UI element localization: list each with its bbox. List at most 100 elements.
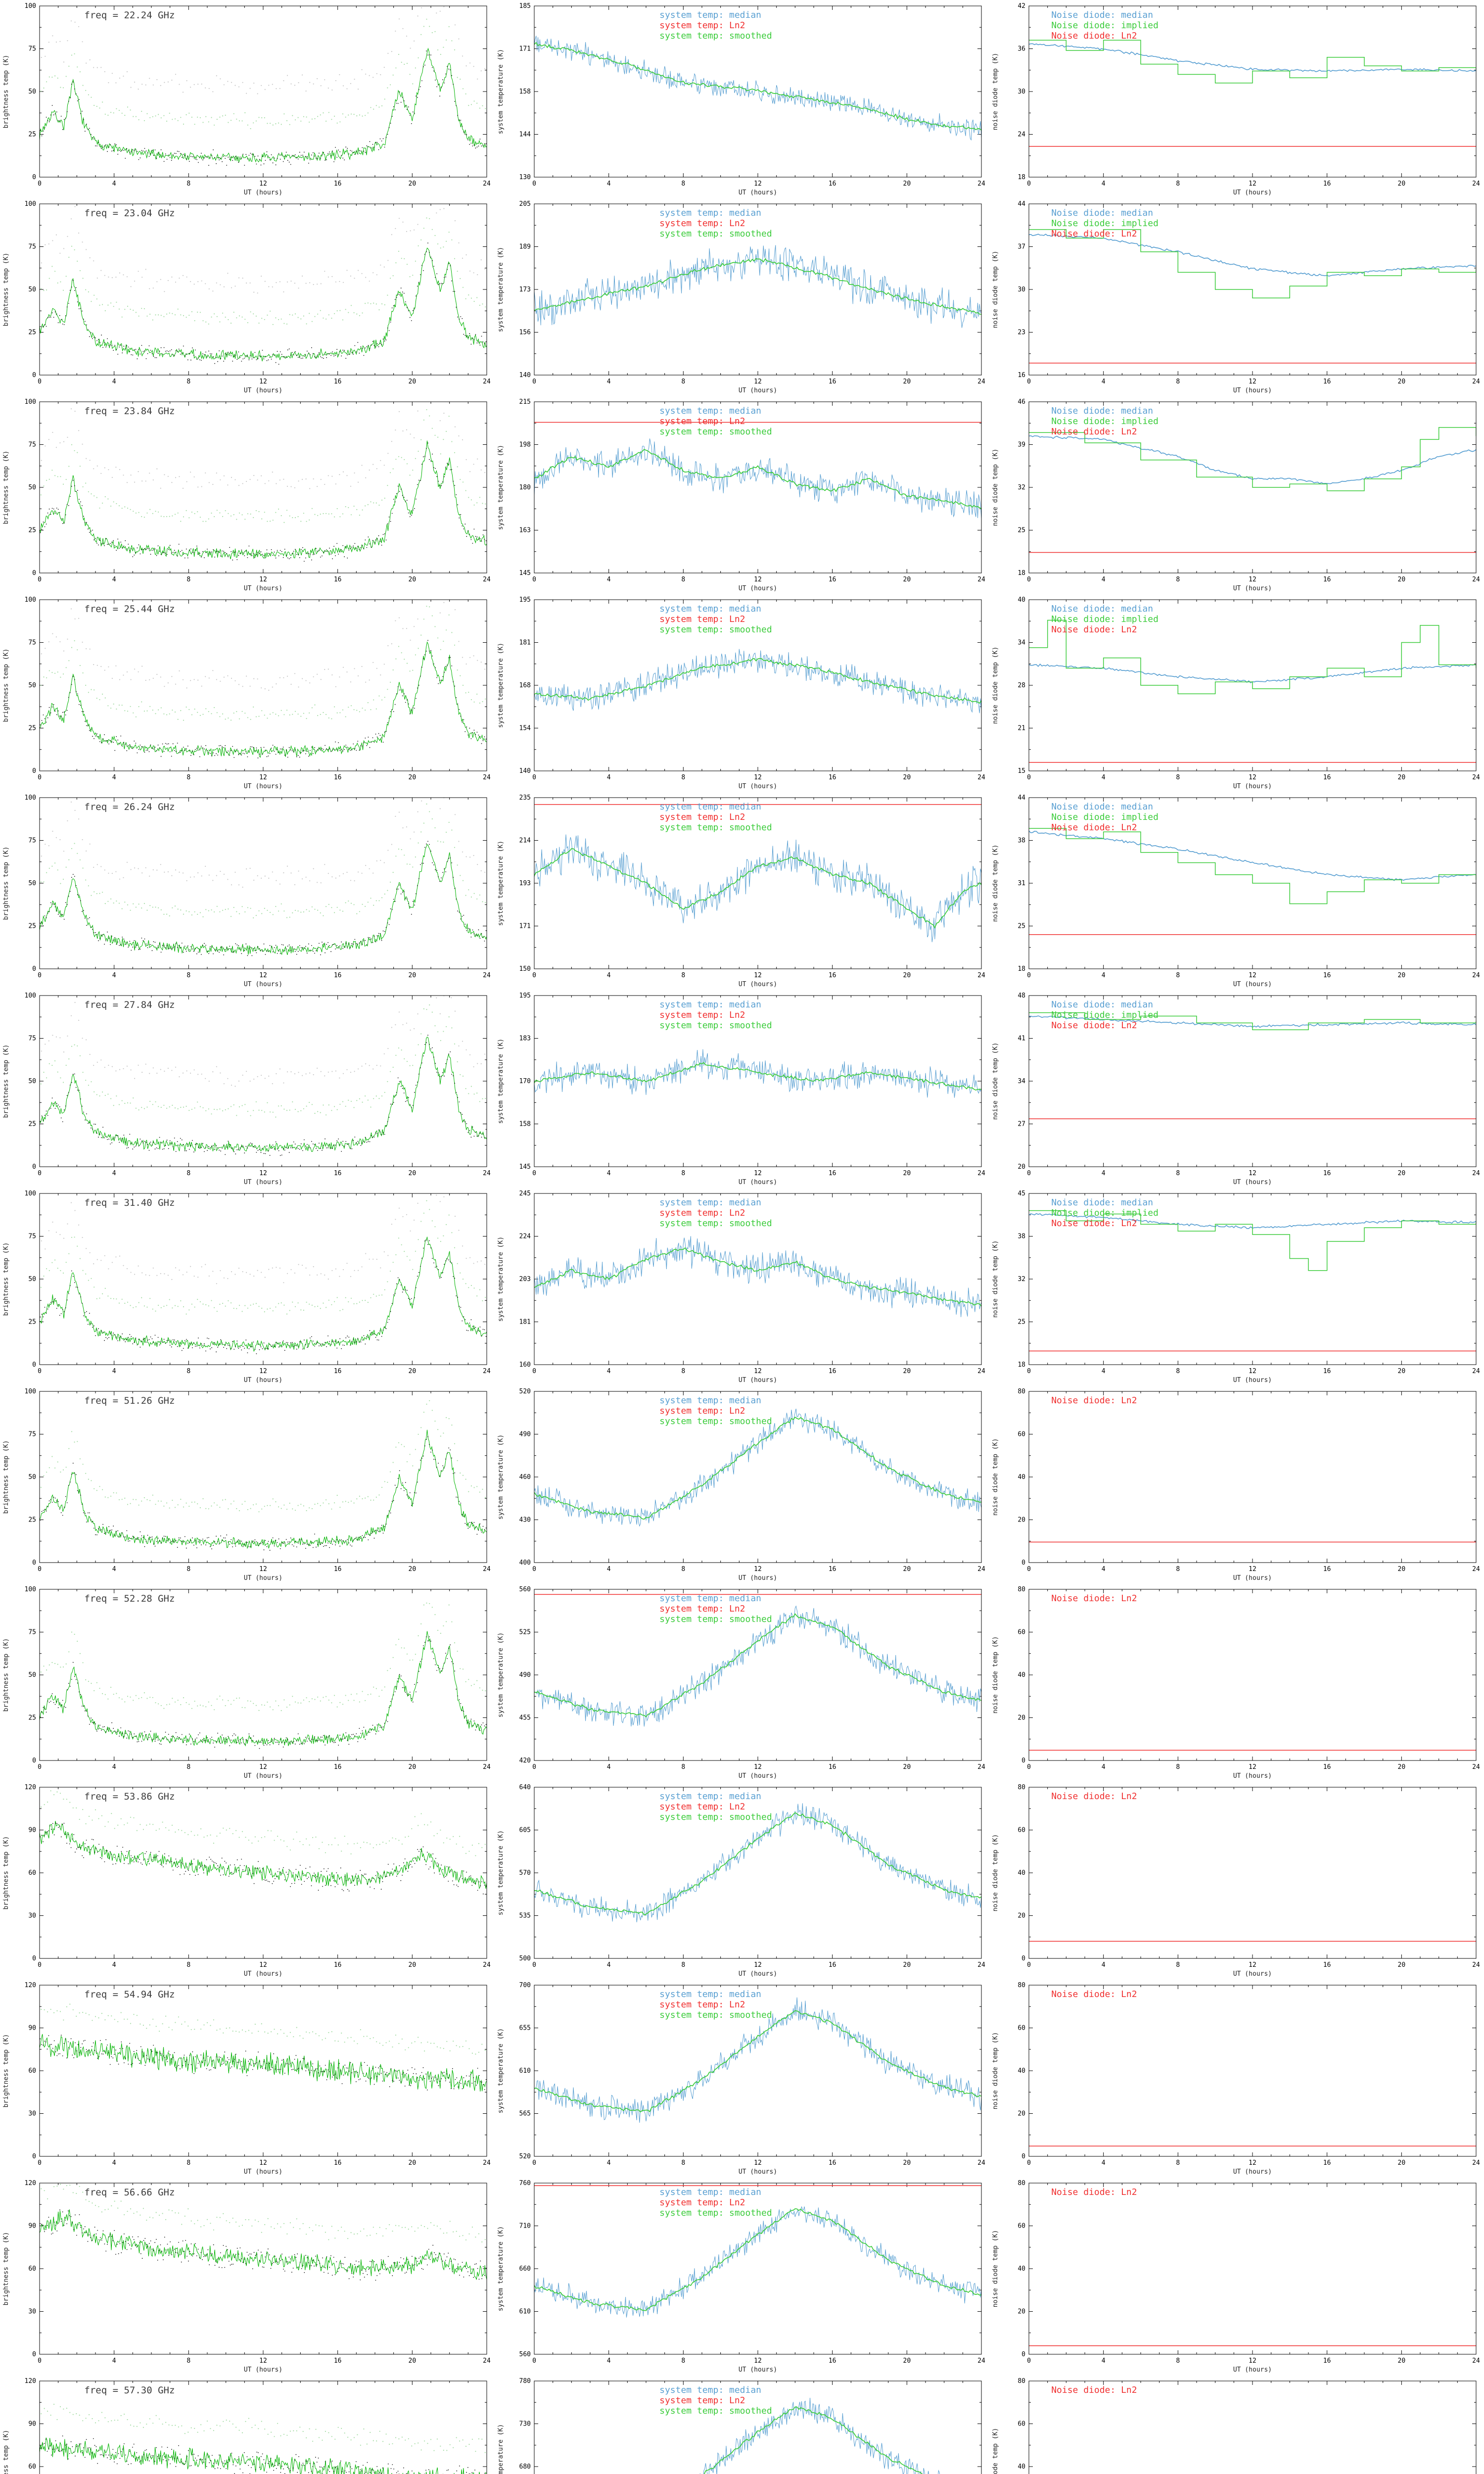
svg-text:50: 50 bbox=[28, 286, 36, 293]
svg-text:0: 0 bbox=[532, 774, 536, 781]
series-zenith bbox=[40, 2437, 486, 2474]
series-samples bbox=[40, 841, 487, 956]
legend-entry: Noise diode: median bbox=[1051, 406, 1153, 416]
legend: Noise diode: Ln2 bbox=[1051, 2385, 1137, 2395]
svg-text:0: 0 bbox=[32, 174, 36, 181]
plot-cell-col2-row6: 0 4 8 12 16 20 24 145 158 170 183 195 system temp: m… bbox=[495, 990, 989, 1188]
x-tick-labels: 0 4 8 12 16 20 24 bbox=[38, 180, 491, 188]
svg-text:12: 12 bbox=[1249, 576, 1256, 583]
legend-entry: Noise diode: Ln2 bbox=[1051, 2187, 1137, 2197]
svg-text:8: 8 bbox=[1176, 774, 1180, 781]
legend-entry: Noise diode: Ln2 bbox=[1051, 427, 1137, 437]
plot-frame bbox=[39, 797, 487, 969]
x-axis-ticks bbox=[39, 798, 487, 969]
plot-frame bbox=[1028, 995, 1477, 1167]
y-axis-label: brightness temp (K) bbox=[2, 55, 10, 129]
series-group bbox=[40, 2003, 487, 2092]
svg-text:44: 44 bbox=[1018, 200, 1025, 208]
series-median bbox=[534, 1997, 981, 2123]
svg-text:16: 16 bbox=[334, 378, 342, 385]
x-axis-ticks bbox=[39, 402, 487, 573]
series-smoothed bbox=[534, 2010, 981, 2113]
legend-entry: system temp: median bbox=[659, 1395, 761, 1406]
legend-entry: Noise diode: Ln2 bbox=[1051, 624, 1137, 635]
svg-text:4: 4 bbox=[112, 1170, 116, 1177]
series-samples bbox=[40, 640, 487, 759]
y-axis-label: system temperature (K) bbox=[497, 1237, 505, 1322]
legend-entry: system temp: median bbox=[659, 1989, 761, 1999]
svg-text:28: 28 bbox=[1018, 682, 1025, 689]
series-ghost-upper bbox=[40, 18, 486, 130]
svg-text:16: 16 bbox=[829, 378, 836, 385]
legend-entry: system temp: Ln2 bbox=[659, 812, 745, 822]
x-axis-label: UT (hours) bbox=[739, 1970, 777, 1978]
x-axis-label: UT (hours) bbox=[1233, 1179, 1272, 1186]
svg-text:181: 181 bbox=[519, 639, 531, 647]
svg-text:20: 20 bbox=[1398, 774, 1406, 781]
plot-cell-col1-row6: 0 4 8 12 16 20 24 0 25 50 75 100 freq = 27.84 GHz bri… bbox=[0, 990, 495, 1188]
x-axis-ticks bbox=[39, 1589, 487, 1760]
svg-text:168: 168 bbox=[519, 682, 531, 689]
svg-text:24: 24 bbox=[977, 576, 985, 583]
y-axis-label: brightness temp (K) bbox=[2, 1440, 10, 1514]
svg-text:75: 75 bbox=[28, 837, 36, 845]
svg-text:4: 4 bbox=[607, 774, 611, 781]
svg-text:8: 8 bbox=[186, 180, 190, 188]
y-axis-label: brightness temp (K) bbox=[2, 253, 10, 327]
svg-text:4: 4 bbox=[607, 972, 611, 979]
y-axis-label: system temperature (K) bbox=[497, 2424, 505, 2474]
legend-entry: system temp: smoothed bbox=[659, 31, 772, 41]
plot-cell-col1-row5: 0 4 8 12 16 20 24 0 25 50 75 100 freq = 26.24 GHz bri… bbox=[0, 792, 495, 990]
y-axis-label: brightness temp (K) bbox=[2, 1836, 10, 1910]
x-axis-label: UT (hours) bbox=[739, 783, 777, 790]
series-ghost-upper bbox=[40, 1200, 486, 1315]
plot-cell-col1-row8: 0 4 8 12 16 20 24 0 25 50 75 100 freq = 51.26 GHz bri… bbox=[0, 1385, 495, 1583]
series-group bbox=[40, 206, 487, 365]
svg-text:12: 12 bbox=[259, 1170, 267, 1177]
freq-label: freq = 56.66 GHz bbox=[84, 2187, 175, 2198]
x-axis-label: UT (hours) bbox=[1233, 585, 1272, 592]
svg-text:8: 8 bbox=[681, 576, 685, 583]
plot-frame bbox=[1028, 1391, 1477, 1563]
svg-text:0: 0 bbox=[32, 1163, 36, 1171]
legend-entry: system temp: Ln2 bbox=[659, 218, 745, 229]
svg-text:171: 171 bbox=[519, 923, 531, 930]
svg-text:205: 205 bbox=[519, 200, 531, 208]
svg-text:25: 25 bbox=[28, 527, 36, 534]
svg-text:30: 30 bbox=[1018, 286, 1025, 293]
svg-text:214: 214 bbox=[519, 837, 531, 845]
series-smoothed bbox=[534, 42, 981, 131]
legend-entry: system temp: median bbox=[659, 802, 761, 812]
legend-entry: system temp: median bbox=[659, 10, 761, 20]
series-median bbox=[534, 36, 981, 141]
plot-frame bbox=[534, 1391, 982, 1563]
y-axis-label: brightness temp (K) bbox=[2, 1242, 10, 1316]
plot-frame bbox=[39, 1391, 487, 1563]
svg-text:0: 0 bbox=[32, 570, 36, 577]
svg-text:32: 32 bbox=[1018, 484, 1025, 491]
series-median bbox=[534, 834, 981, 943]
plot-frame bbox=[39, 1589, 487, 1761]
series-ghost-upper-2 bbox=[41, 408, 486, 489]
series-samples bbox=[40, 242, 487, 365]
freq-label: freq = 53.86 GHz bbox=[84, 1791, 175, 1802]
series-group bbox=[40, 6, 487, 166]
svg-text:24: 24 bbox=[1018, 131, 1025, 139]
svg-text:156: 156 bbox=[519, 329, 531, 336]
svg-text:4: 4 bbox=[1102, 972, 1106, 979]
svg-text:16: 16 bbox=[334, 180, 342, 188]
svg-text:0: 0 bbox=[32, 965, 36, 973]
y-axis-label: system temperature (K) bbox=[497, 2028, 505, 2113]
freq-label: freq = 22.24 GHz bbox=[84, 10, 175, 21]
series-implied bbox=[1029, 427, 1476, 491]
x-tick-labels: 0 4 8 12 16 20 24 bbox=[1027, 774, 1480, 781]
svg-text:24: 24 bbox=[1472, 576, 1480, 583]
series-zenith bbox=[40, 641, 487, 758]
